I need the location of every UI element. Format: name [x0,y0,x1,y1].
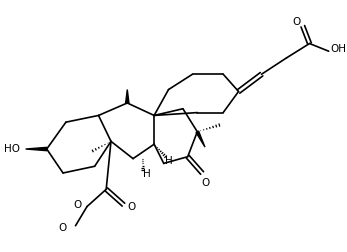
Polygon shape [196,131,205,147]
Text: O: O [58,223,66,233]
Polygon shape [126,89,129,103]
Text: H: H [143,169,150,179]
Text: O: O [292,17,300,27]
Text: O: O [202,178,210,188]
Text: OH: OH [331,44,347,54]
Polygon shape [26,147,47,151]
Text: HO: HO [3,144,19,154]
Text: O: O [127,202,136,212]
Text: H: H [165,155,172,166]
Text: O: O [73,200,81,210]
